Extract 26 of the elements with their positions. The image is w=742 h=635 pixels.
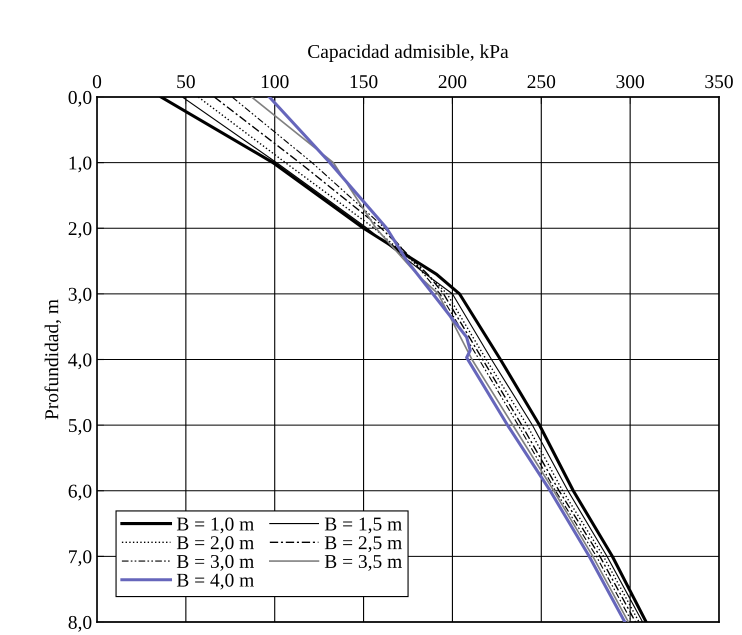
y-tick-label: 6,0 (68, 484, 92, 500)
y-tick-label: 8,0 (68, 616, 92, 632)
legend-label: B = 1,5 m (324, 518, 402, 534)
y-tick-label: 5,0 (68, 418, 92, 435)
y-axis-title: Profundidad, m (44, 299, 62, 420)
y-tick-label: 1,0 (70, 156, 92, 172)
legend-label: B = 2,0 m (176, 536, 254, 552)
legend-label: B = 3,0 m (176, 554, 254, 571)
y-tick-label: 3,0 (68, 288, 92, 304)
x-tick-label: 250 (528, 75, 556, 88)
legend-label: B = 3,5 m (324, 554, 402, 571)
x-tick-label: 0 (92, 75, 102, 88)
x-tick-label: 100 (262, 75, 289, 88)
x-tick-label: 50 (177, 75, 195, 88)
x-tick-label: 350 (705, 75, 733, 88)
x-tick-label: 300 (616, 75, 644, 88)
y-tick-label: 0,0 (68, 90, 92, 107)
y-tick-label: 7,0 (69, 550, 92, 566)
y-tick-label: 2,0 (68, 222, 92, 238)
y-tick-label: 4,0 (68, 353, 92, 370)
x-tick-label: 150 (350, 75, 378, 88)
legend-label: B = 4,0 m (176, 574, 254, 590)
x-axis-title: Capacidad admisible, kPa (308, 44, 508, 62)
legend-label: B = 1,0 m (176, 517, 254, 534)
legend-label: B = 2,5 m (324, 536, 402, 552)
x-tick-label: 200 (438, 75, 466, 88)
